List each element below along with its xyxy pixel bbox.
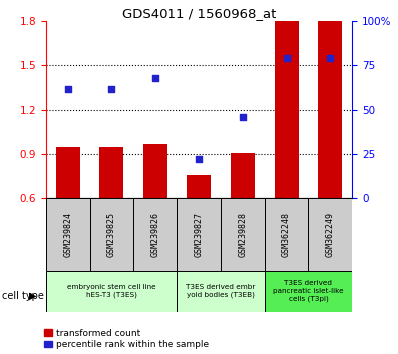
Text: GSM362249: GSM362249: [326, 212, 335, 257]
Point: [240, 114, 246, 120]
Bar: [143, 144, 167, 198]
Point: [327, 56, 334, 61]
Text: T3ES derived embr
yoid bodies (T3EB): T3ES derived embr yoid bodies (T3EB): [186, 284, 256, 298]
Bar: [308, 198, 352, 271]
Text: GSM239824: GSM239824: [63, 212, 72, 257]
Text: embryonic stem cell line
hES-T3 (T3ES): embryonic stem cell line hES-T3 (T3ES): [67, 284, 156, 298]
Point: [196, 156, 202, 162]
Point: [108, 86, 115, 91]
Bar: [275, 21, 298, 198]
Bar: [177, 271, 265, 312]
Text: GSM239827: GSM239827: [195, 212, 203, 257]
Point: [283, 56, 290, 61]
Bar: [56, 147, 80, 198]
Text: GSM239825: GSM239825: [107, 212, 116, 257]
Text: GSM239828: GSM239828: [238, 212, 247, 257]
Point: [64, 86, 71, 91]
Text: GSM239826: GSM239826: [151, 212, 160, 257]
Bar: [318, 21, 342, 198]
Bar: [187, 175, 211, 198]
Bar: [265, 271, 352, 312]
Bar: [90, 198, 133, 271]
Text: cell type: cell type: [2, 291, 44, 301]
Bar: [177, 198, 221, 271]
Legend: transformed count, percentile rank within the sample: transformed count, percentile rank withi…: [44, 329, 209, 349]
Title: GDS4011 / 1560968_at: GDS4011 / 1560968_at: [122, 7, 276, 20]
Bar: [46, 198, 90, 271]
Point: [152, 75, 158, 81]
Bar: [221, 198, 265, 271]
Bar: [265, 198, 308, 271]
Bar: [46, 271, 177, 312]
Bar: [133, 198, 177, 271]
Bar: [100, 147, 123, 198]
Bar: [231, 153, 255, 198]
Text: ▶: ▶: [29, 291, 36, 301]
Text: GSM362248: GSM362248: [282, 212, 291, 257]
Text: T3ES derived
pancreatic islet-like
cells (T3pi): T3ES derived pancreatic islet-like cells…: [273, 280, 344, 302]
